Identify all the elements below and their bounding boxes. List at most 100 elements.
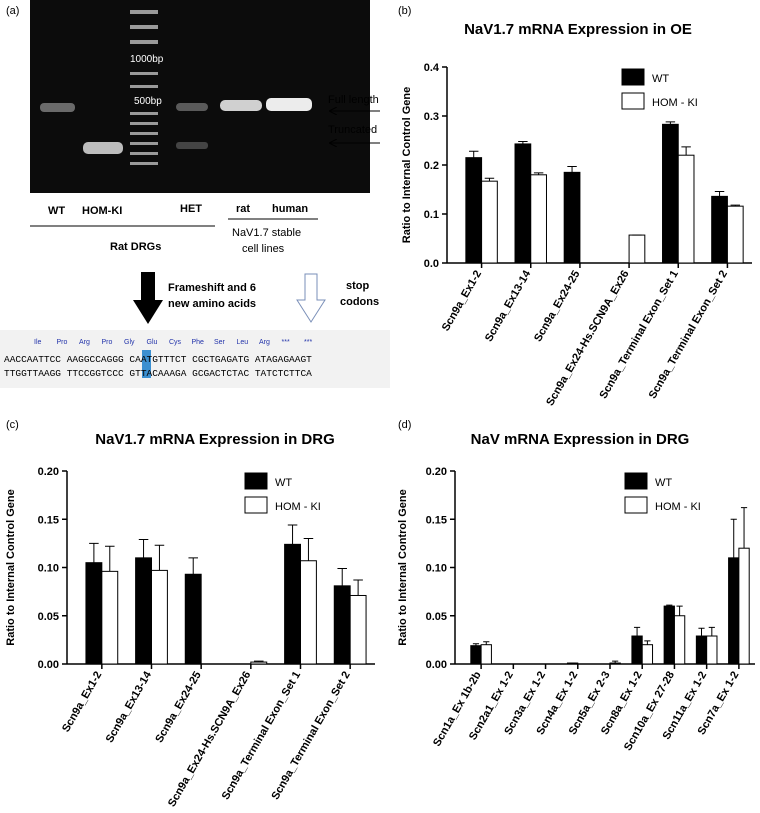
bar: [151, 569, 168, 665]
band-label: Full length: [328, 94, 379, 106]
legend-label: WT: [652, 73, 669, 85]
error-bar: [154, 544, 165, 571]
lane-label: rat: [236, 203, 250, 215]
error-bar: [644, 640, 651, 645]
y-tick-label: 0.00: [38, 659, 59, 671]
bar: [711, 195, 728, 264]
bar: [563, 171, 581, 264]
amino-acid: Leu: [237, 339, 249, 346]
amino-acid: ***: [304, 339, 312, 346]
bar: [726, 205, 744, 264]
panel-label: (d): [398, 419, 411, 431]
bar: [101, 570, 119, 665]
y-axis-label: Ratio to Internal Control Gene: [401, 87, 413, 243]
legend-swatch: [244, 496, 268, 514]
group-label: NaV1.7 stable: [232, 227, 301, 239]
amino-acid: ***: [282, 339, 290, 346]
legend-swatch: [621, 92, 645, 110]
chart-title: NaV1.7 mRNA Expression in OE: [464, 21, 692, 38]
error-bar: [612, 660, 619, 664]
legend-label: WT: [655, 477, 672, 489]
error-bar: [254, 660, 264, 663]
y-tick-label: 0.1: [424, 209, 439, 221]
bar: [738, 547, 750, 665]
bar: [530, 174, 547, 264]
lane-label: WT: [48, 205, 65, 217]
bar: [609, 662, 621, 665]
y-tick-label: 0.05: [426, 611, 447, 623]
sequence: TTGGTTAAGG TTCCGGTCCC GTTACAAAGA GCGACTC…: [4, 368, 312, 379]
bar: [481, 180, 498, 264]
x-tick-label: Scn9a_Ex13-14: [104, 669, 155, 745]
error-bar: [484, 177, 495, 182]
y-tick-label: 0.05: [38, 611, 59, 623]
y-tick-label: 0.15: [38, 514, 59, 526]
bar: [465, 157, 483, 264]
error-bar: [681, 146, 691, 156]
error-bar: [89, 542, 99, 563]
arrow-label: new amino acids: [168, 298, 256, 310]
bar: [135, 557, 153, 665]
arrow-label: stop: [346, 280, 370, 292]
y-tick-label: 0.20: [38, 466, 59, 478]
bar: [695, 635, 708, 665]
error-bar: [676, 605, 683, 616]
bar: [706, 635, 718, 665]
legend-swatch: [624, 496, 648, 514]
x-tick-label: Scn9a_Ex24-Hs.SCN9A_Ex26: [544, 269, 631, 408]
error-bar: [698, 627, 705, 637]
bar: [628, 234, 646, 264]
error-bar: [138, 539, 149, 558]
amino-acid: Cys: [169, 339, 182, 346]
arrow-label: Frameshift and 6: [168, 282, 256, 294]
error-bar: [337, 567, 347, 586]
bar: [470, 645, 482, 665]
amino-acid: Ile: [34, 339, 42, 346]
error-bar: [105, 545, 115, 572]
error-bar: [533, 172, 544, 175]
error-bar: [730, 204, 741, 207]
chart-title: NaV mRNA Expression in DRG: [471, 431, 690, 448]
error-bar: [708, 626, 715, 637]
panel-label: (a): [6, 5, 19, 17]
band-label: Truncated: [328, 124, 377, 136]
bar: [663, 605, 675, 665]
bar: [349, 594, 367, 665]
y-tick-label: 0.10: [38, 563, 59, 575]
x-tick-label: Scn9a_Ex24-25: [532, 269, 582, 344]
y-tick-label: 0.0: [424, 258, 439, 270]
error-bar: [287, 524, 298, 545]
error-bar: [740, 507, 748, 549]
error-bar: [353, 579, 363, 596]
bar: [480, 644, 492, 665]
error-bar: [665, 121, 676, 125]
gel-image: [30, 0, 370, 193]
legend-label: HOM - KI: [652, 97, 698, 109]
error-bar: [714, 190, 725, 197]
group-label: Rat DRGs: [110, 241, 161, 253]
bar: [673, 615, 686, 665]
y-tick-label: 0.10: [426, 563, 447, 575]
error-bar: [468, 150, 479, 158]
error-bar: [730, 518, 737, 558]
lane-label: human: [272, 203, 308, 215]
bar: [333, 585, 351, 665]
lane-label: HET: [180, 203, 202, 215]
bar: [728, 557, 740, 665]
bar: [300, 560, 317, 665]
y-tick-label: 0.4: [424, 62, 440, 74]
panel-label: (c): [6, 419, 19, 431]
error-bar: [472, 643, 480, 646]
bar: [184, 573, 202, 665]
legend-swatch: [624, 472, 648, 490]
chart-title: NaV1.7 mRNA Expression in DRG: [95, 431, 335, 448]
x-tick-label: Scn9a_Ex24-25: [153, 670, 203, 745]
arrow: [133, 272, 163, 324]
bar: [85, 562, 103, 665]
error-bar: [633, 626, 641, 637]
panel-label: (b): [398, 5, 411, 17]
y-axis-label: Ratio to Internal Control Gene: [397, 489, 409, 645]
x-tick-label: Scn9a_Ex13-14: [483, 268, 534, 344]
amino-acid: Phe: [192, 339, 205, 346]
